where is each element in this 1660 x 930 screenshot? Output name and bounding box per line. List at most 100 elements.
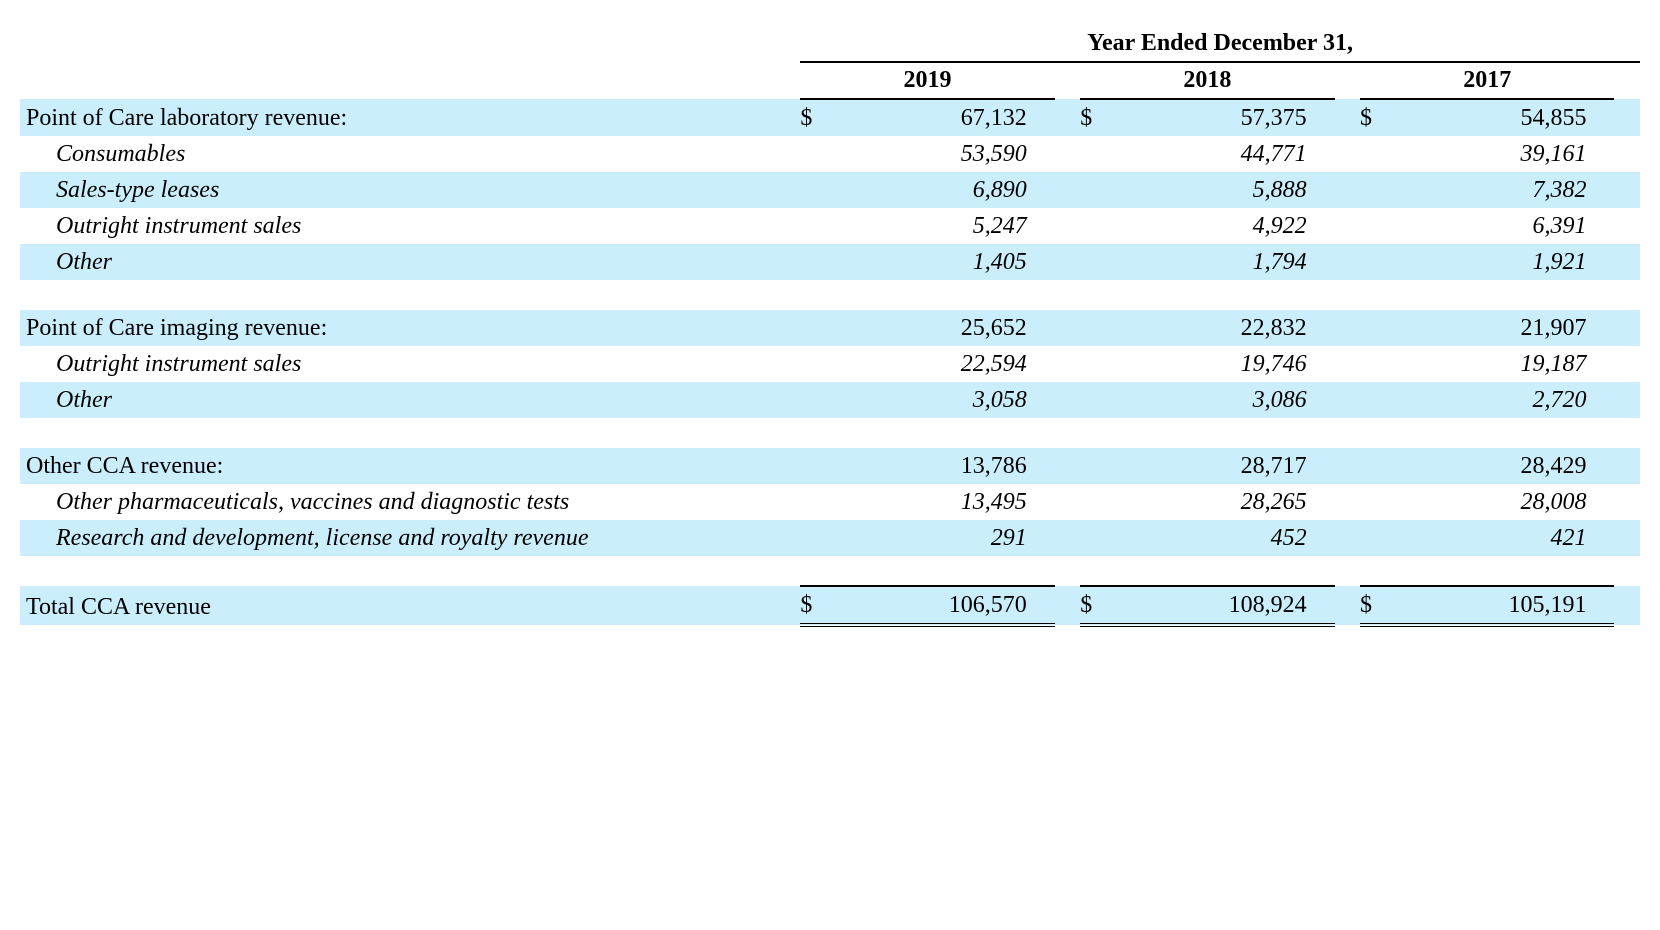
cell-value: 28,265 <box>1131 484 1335 520</box>
cell-value: 6,391 <box>1411 208 1615 244</box>
currency-symbol <box>1080 244 1131 280</box>
cell-value: 1,794 <box>1131 244 1335 280</box>
col-header-2018: 2018 <box>1080 62 1334 99</box>
cell-value: 4,922 <box>1131 208 1335 244</box>
currency-symbol <box>800 520 851 556</box>
cell-value: 5,888 <box>1131 172 1335 208</box>
cell-value: 28,429 <box>1411 448 1615 484</box>
currency-symbol <box>1360 310 1411 346</box>
currency-symbol <box>1080 484 1131 520</box>
cell-value: 22,832 <box>1131 310 1335 346</box>
cell-value: 3,086 <box>1131 382 1335 418</box>
cell-value: 108,924 <box>1131 586 1335 625</box>
cell-value: 6,890 <box>851 172 1055 208</box>
cell-value: 1,405 <box>851 244 1055 280</box>
cell-value: 39,161 <box>1411 136 1615 172</box>
cell-value: 7,382 <box>1411 172 1615 208</box>
currency-symbol <box>1080 172 1131 208</box>
section-header-row: Point of Care laboratory revenue:$67,132… <box>20 99 1640 136</box>
cell-value: 28,717 <box>1131 448 1335 484</box>
section-sub-row: Other 3,058 3,086 2,720 <box>20 382 1640 418</box>
currency-symbol <box>1080 382 1131 418</box>
currency-symbol <box>800 448 851 484</box>
cell-value: 291 <box>851 520 1055 556</box>
total-row: Total CCA revenue$106,570$108,924$105,19… <box>20 586 1640 625</box>
row-label: Other pharmaceuticals, vaccines and diag… <box>20 484 800 520</box>
cell-value: 452 <box>1131 520 1335 556</box>
row-label: Other <box>20 244 800 280</box>
currency-symbol: $ <box>800 99 851 136</box>
cell-value: 13,786 <box>851 448 1055 484</box>
cell-value: 54,855 <box>1411 99 1615 136</box>
currency-symbol <box>1080 136 1131 172</box>
section-sub-row: Other1,4051,7941,921 <box>20 244 1640 280</box>
currency-symbol <box>800 244 851 280</box>
financial-table: Year Ended December 31, 2019 2018 2017 P… <box>20 30 1640 627</box>
row-label: Outright instrument sales <box>20 346 800 382</box>
row-label: Outright instrument sales <box>20 208 800 244</box>
section-sub-row: Outright instrument sales 22,594 19,746 19,… <box>20 346 1640 382</box>
currency-symbol <box>1080 310 1131 346</box>
section-sub-row: Outright instrument sales 5,247 4,922 6,391 <box>20 208 1640 244</box>
col-header-2019: 2019 <box>800 62 1054 99</box>
row-label: Sales-type leases <box>20 172 800 208</box>
row-label: Research and development, license and ro… <box>20 520 800 556</box>
cell-value: 25,652 <box>851 310 1055 346</box>
currency-symbol <box>1080 520 1131 556</box>
row-label: Consumables <box>20 136 800 172</box>
cell-value: 53,590 <box>851 136 1055 172</box>
cell-value: 3,058 <box>851 382 1055 418</box>
currency-symbol <box>1080 346 1131 382</box>
row-label: Total CCA revenue <box>20 586 800 625</box>
cell-value: 2,720 <box>1411 382 1615 418</box>
currency-symbol: $ <box>1080 586 1131 625</box>
currency-symbol <box>1360 448 1411 484</box>
section-sub-row: Other pharmaceuticals, vaccines and diag… <box>20 484 1640 520</box>
spacer-row <box>20 418 1640 448</box>
cell-value: 67,132 <box>851 99 1055 136</box>
cell-value: 21,907 <box>1411 310 1615 346</box>
currency-symbol <box>800 172 851 208</box>
section-header-row: Other CCA revenue: 13,786 28,717 28,429 <box>20 448 1640 484</box>
cell-value: 19,746 <box>1131 346 1335 382</box>
section-sub-row: Consumables 53,590 44,771 39,161 <box>20 136 1640 172</box>
cell-value: 106,570 <box>851 586 1055 625</box>
currency-symbol: $ <box>800 586 851 625</box>
section-header-row: Point of Care imaging revenue: 25,652 22,8… <box>20 310 1640 346</box>
currency-symbol <box>1360 244 1411 280</box>
col-header-2017: 2017 <box>1360 62 1614 99</box>
currency-symbol <box>800 310 851 346</box>
currency-symbol <box>1080 208 1131 244</box>
cell-value: 421 <box>1411 520 1615 556</box>
spacer-row <box>20 556 1640 586</box>
row-label: Other <box>20 382 800 418</box>
table-super-header: Year Ended December 31, <box>800 30 1640 62</box>
section-sub-row: Sales-type leases 6,890 5,888 7,382 <box>20 172 1640 208</box>
cell-value: 22,594 <box>851 346 1055 382</box>
cell-value: 44,771 <box>1131 136 1335 172</box>
currency-symbol <box>1080 448 1131 484</box>
currency-symbol <box>800 136 851 172</box>
row-label: Other CCA revenue: <box>20 448 800 484</box>
currency-symbol <box>1360 208 1411 244</box>
cell-value: 105,191 <box>1411 586 1615 625</box>
currency-symbol <box>800 208 851 244</box>
currency-symbol <box>1360 346 1411 382</box>
currency-symbol <box>1360 484 1411 520</box>
cell-value: 57,375 <box>1131 99 1335 136</box>
currency-symbol <box>1360 172 1411 208</box>
row-label: Point of Care imaging revenue: <box>20 310 800 346</box>
cell-value: 5,247 <box>851 208 1055 244</box>
currency-symbol <box>800 484 851 520</box>
row-label: Point of Care laboratory revenue: <box>20 99 800 136</box>
currency-symbol <box>800 346 851 382</box>
currency-symbol: $ <box>1360 99 1411 136</box>
currency-symbol: $ <box>1080 99 1131 136</box>
cell-value: 19,187 <box>1411 346 1615 382</box>
currency-symbol <box>1360 382 1411 418</box>
currency-symbol <box>800 382 851 418</box>
cell-value: 28,008 <box>1411 484 1615 520</box>
section-sub-row: Research and development, license and ro… <box>20 520 1640 556</box>
currency-symbol <box>1360 520 1411 556</box>
spacer-row <box>20 280 1640 310</box>
